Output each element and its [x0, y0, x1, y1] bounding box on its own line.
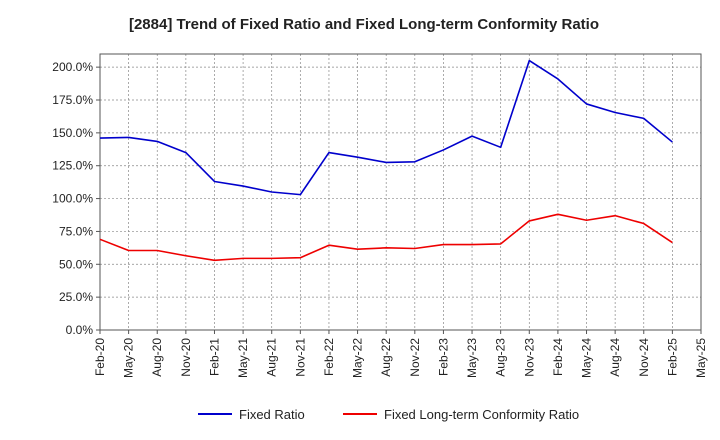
y-tick-label: 175.0%: [52, 93, 93, 107]
x-tick-label: Nov-23: [522, 338, 536, 377]
x-tick-label: May-24: [580, 338, 594, 378]
x-tick-label: Nov-20: [179, 338, 193, 377]
y-axis: 0.0% 25.0% 50.0% 75.0% 100.0% 125.0% 150.0% 175…: [52, 60, 100, 337]
series-line-0: [99, 59, 673, 196]
y-tick-label: 100.0%: [52, 192, 93, 206]
legend-label-0: Fixed Ratio: [239, 407, 305, 422]
x-tick-label: May-22: [351, 338, 365, 378]
x-tick-label: May-23: [465, 338, 479, 378]
plot-frame: [99, 53, 702, 331]
x-tick-label: Aug-23: [494, 338, 508, 377]
y-tick-label: 200.0%: [52, 60, 93, 74]
x-tick-label: Feb-23: [436, 338, 450, 376]
x-tick-label: May-25: [694, 338, 708, 378]
series-lines: [99, 59, 673, 262]
x-tick-label: May-21: [236, 338, 250, 378]
y-tick-label: 75.0%: [59, 224, 93, 238]
x-tick-label: Aug-24: [608, 338, 622, 377]
series-line-1: [99, 213, 673, 262]
x-tick-label: Nov-24: [637, 338, 651, 377]
y-tick-label: 0.0%: [66, 323, 94, 337]
x-tick-label: Feb-24: [551, 338, 565, 376]
grid: [99, 54, 702, 331]
x-axis: Feb-20 May-20 Aug-20 Nov-20 Feb-21 May-21 Aug-…: [93, 330, 708, 378]
x-tick-label: Aug-21: [265, 338, 279, 377]
x-tick-label: Nov-22: [408, 338, 422, 377]
x-tick-label: Feb-20: [93, 338, 107, 376]
x-tick-label: Feb-25: [665, 338, 679, 376]
y-tick-label: 150.0%: [52, 126, 93, 140]
y-tick-label: 25.0%: [59, 290, 93, 304]
x-tick-label: May-20: [122, 338, 136, 378]
x-tick-label: Feb-22: [322, 338, 336, 376]
y-tick-label: 125.0%: [52, 159, 93, 173]
legend: Fixed Ratio Fixed Long-term Conformity Ra…: [198, 407, 579, 422]
x-tick-label: Aug-20: [150, 338, 164, 377]
y-tick-label: 50.0%: [59, 257, 93, 271]
chart-title: [2884] Trend of Fixed Ratio and Fixed Lo…: [129, 16, 599, 33]
x-tick-label: Nov-21: [293, 338, 307, 377]
legend-label-1: Fixed Long-term Conformity Ratio: [384, 407, 579, 422]
x-tick-label: Feb-21: [207, 338, 221, 376]
x-tick-label: Aug-22: [379, 338, 393, 377]
